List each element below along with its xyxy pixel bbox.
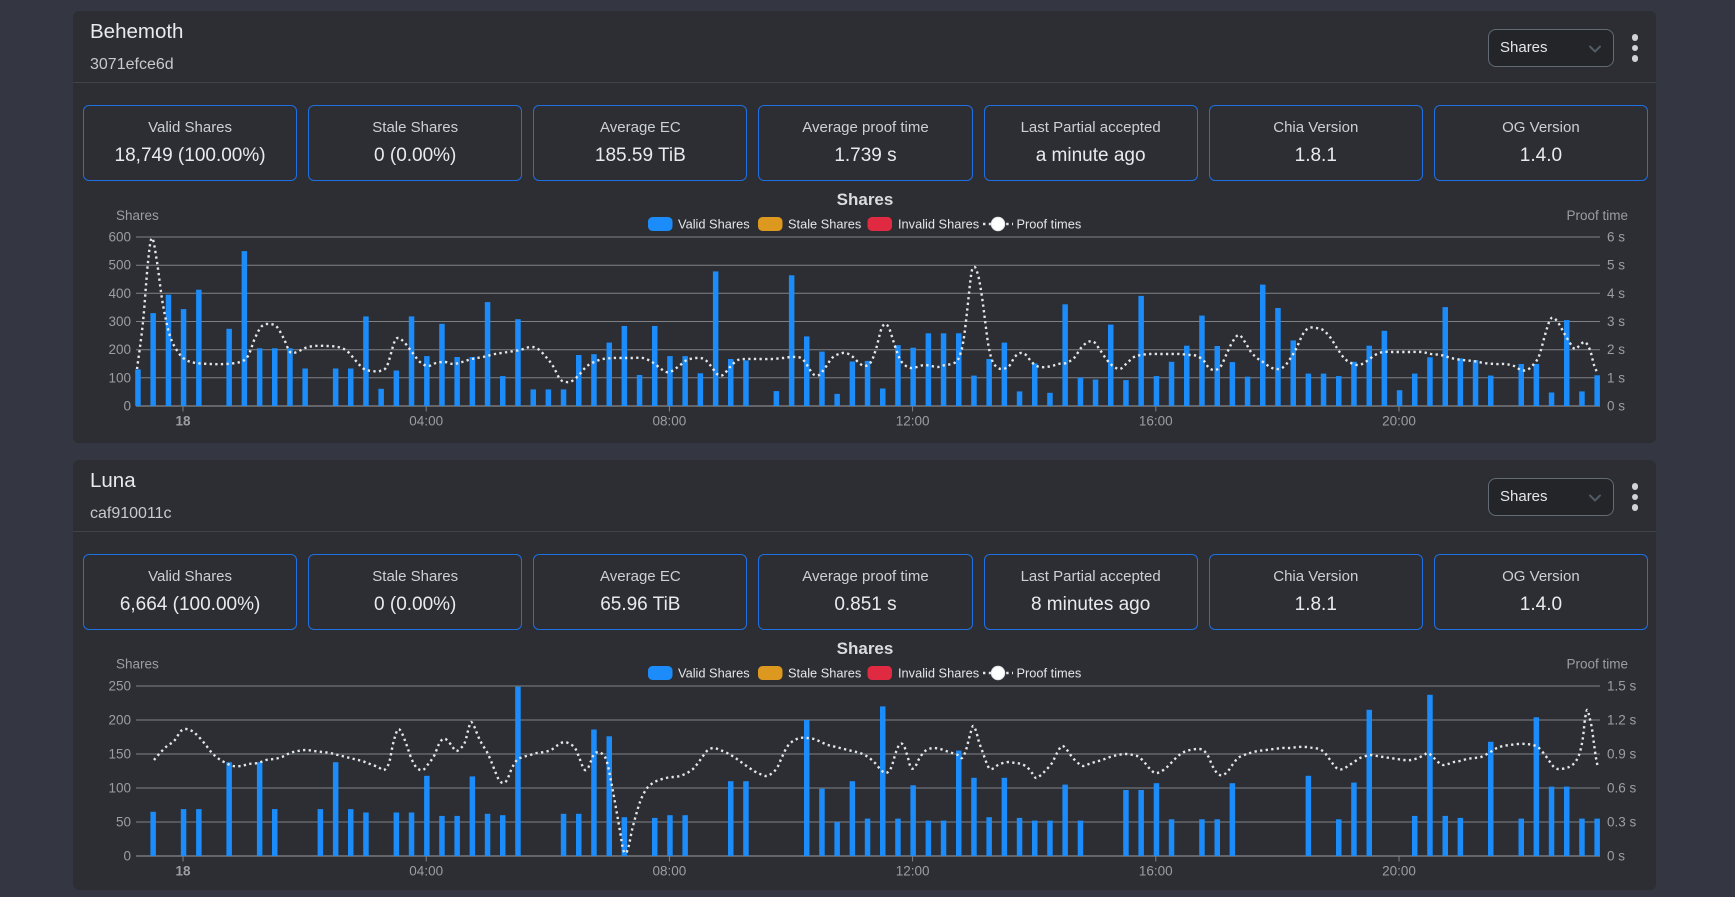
svg-text:Stale Shares: Stale Shares [788, 217, 861, 232]
svg-text:400: 400 [108, 286, 131, 301]
svg-text:Proof time: Proof time [1566, 208, 1628, 223]
svg-text:100: 100 [108, 781, 131, 796]
svg-text:Shares: Shares [837, 190, 894, 209]
svg-text:Valid Shares: Valid Shares [678, 217, 750, 232]
svg-text:250: 250 [108, 679, 131, 694]
svg-text:0: 0 [123, 399, 131, 414]
svg-text:50: 50 [116, 815, 131, 830]
svg-text:0.9 s: 0.9 s [1607, 747, 1637, 762]
svg-text:Shares: Shares [837, 639, 894, 658]
svg-text:200: 200 [108, 713, 131, 728]
svg-text:0 s: 0 s [1607, 849, 1625, 864]
svg-text:150: 150 [108, 747, 131, 762]
svg-text:20:00: 20:00 [1382, 414, 1416, 429]
svg-text:08:00: 08:00 [653, 414, 687, 429]
svg-text:Proof time: Proof time [1566, 657, 1628, 672]
svg-text:16:00: 16:00 [1139, 414, 1173, 429]
svg-text:Valid Shares: Valid Shares [678, 666, 750, 681]
svg-text:5 s: 5 s [1607, 258, 1625, 273]
svg-text:6 s: 6 s [1607, 230, 1625, 245]
svg-text:20:00: 20:00 [1382, 864, 1416, 879]
svg-text:500: 500 [108, 258, 131, 273]
svg-text:0.6 s: 0.6 s [1607, 781, 1637, 796]
svg-text:Proof times: Proof times [1017, 666, 1082, 681]
svg-text:08:00: 08:00 [653, 864, 687, 879]
svg-text:2 s: 2 s [1607, 342, 1625, 357]
svg-text:1 s: 1 s [1607, 370, 1625, 385]
svg-text:12:00: 12:00 [896, 414, 930, 429]
svg-text:3 s: 3 s [1607, 314, 1625, 329]
svg-text:1.2 s: 1.2 s [1607, 713, 1637, 728]
svg-text:Shares: Shares [116, 208, 159, 223]
svg-text:04:00: 04:00 [409, 864, 443, 879]
svg-text:200: 200 [108, 342, 131, 357]
svg-text:4 s: 4 s [1607, 286, 1625, 301]
svg-text:Proof times: Proof times [1017, 217, 1082, 232]
svg-text:Invalid Shares: Invalid Shares [898, 217, 979, 232]
svg-text:12:00: 12:00 [896, 864, 930, 879]
svg-text:04:00: 04:00 [409, 414, 443, 429]
svg-text:0 s: 0 s [1607, 399, 1625, 414]
svg-text:16:00: 16:00 [1139, 864, 1173, 879]
svg-text:100: 100 [108, 370, 131, 385]
svg-text:18: 18 [175, 414, 191, 429]
svg-text:300: 300 [108, 314, 131, 329]
svg-text:0.3 s: 0.3 s [1607, 815, 1637, 830]
svg-text:0: 0 [123, 849, 131, 864]
svg-text:1.5 s: 1.5 s [1607, 679, 1637, 694]
svg-text:Invalid Shares: Invalid Shares [898, 666, 979, 681]
svg-text:600: 600 [108, 230, 131, 245]
svg-text:Stale Shares: Stale Shares [788, 666, 861, 681]
svg-text:18: 18 [175, 864, 191, 879]
svg-text:Shares: Shares [116, 657, 159, 672]
